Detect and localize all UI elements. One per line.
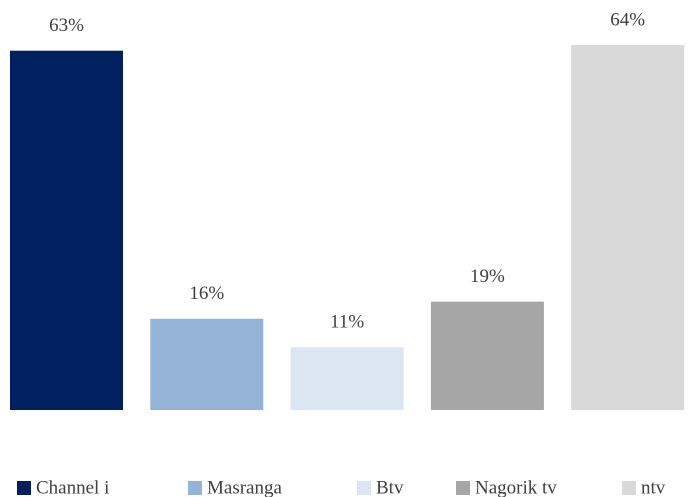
bar	[430, 301, 544, 410]
legend-label: Masranga	[207, 477, 282, 497]
data-label: 63%	[49, 15, 84, 36]
legend-label: ntv	[641, 477, 666, 497]
legend-swatch	[357, 481, 371, 495]
data-label: 16%	[189, 283, 224, 304]
bar	[10, 50, 123, 410]
legend-swatch	[456, 481, 470, 495]
legend-swatch	[17, 481, 31, 495]
legend-swatch	[622, 481, 636, 495]
legend-label: Channel i	[36, 477, 109, 497]
legend-swatch	[188, 481, 202, 495]
legend-label: Btv	[376, 477, 404, 497]
bar	[290, 347, 404, 410]
bar	[571, 45, 685, 410]
bar	[150, 318, 264, 410]
legend-label: Nagorik tv	[475, 477, 557, 497]
data-label: 11%	[330, 312, 364, 333]
data-label: 19%	[470, 266, 505, 287]
data-label: 64%	[610, 9, 645, 30]
